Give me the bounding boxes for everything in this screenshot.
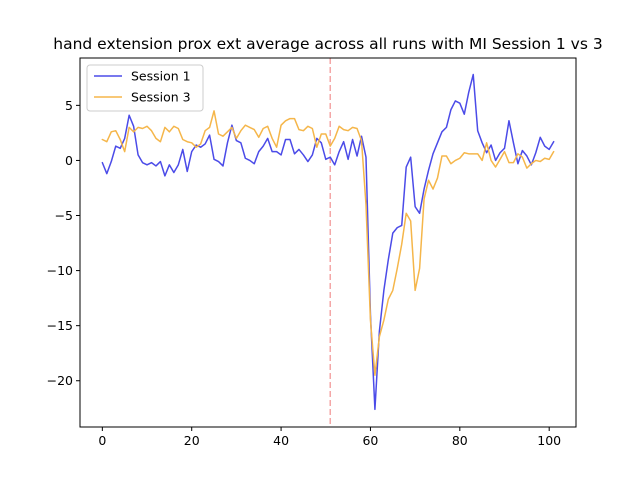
chart-title: hand extension prox ext average across a…	[53, 35, 602, 53]
y-tick-label: 0	[65, 153, 73, 168]
y-tick-label: 5	[65, 98, 73, 113]
x-tick-label: 0	[98, 433, 106, 448]
plot-frame	[79, 57, 577, 428]
x-tick-label: 80	[452, 433, 468, 448]
y-tick-label: −20	[47, 373, 73, 388]
y-tick-label: −5	[55, 208, 73, 223]
series-line-session-1	[101, 73, 555, 411]
legend-label: Session 3	[131, 90, 191, 105]
y-axis-ticks: 5 0 −5 −10 −15 −20	[47, 98, 80, 388]
x-tick-label: 20	[184, 433, 200, 448]
plot-area	[80, 58, 576, 427]
legend: Session 1 Session 3	[86, 64, 204, 112]
plot-lines-group	[101, 58, 555, 427]
y-tick-label: −15	[47, 318, 73, 333]
x-tick-label: 60	[362, 433, 378, 448]
x-tick-label: 40	[273, 433, 289, 448]
legend-label: Session 1	[131, 69, 191, 84]
series-line-session-3	[101, 110, 555, 376]
x-axis-ticks: 0 20 40 60 80 100	[98, 427, 561, 448]
x-tick-label: 100	[537, 433, 561, 448]
y-tick-label: −10	[47, 263, 73, 278]
